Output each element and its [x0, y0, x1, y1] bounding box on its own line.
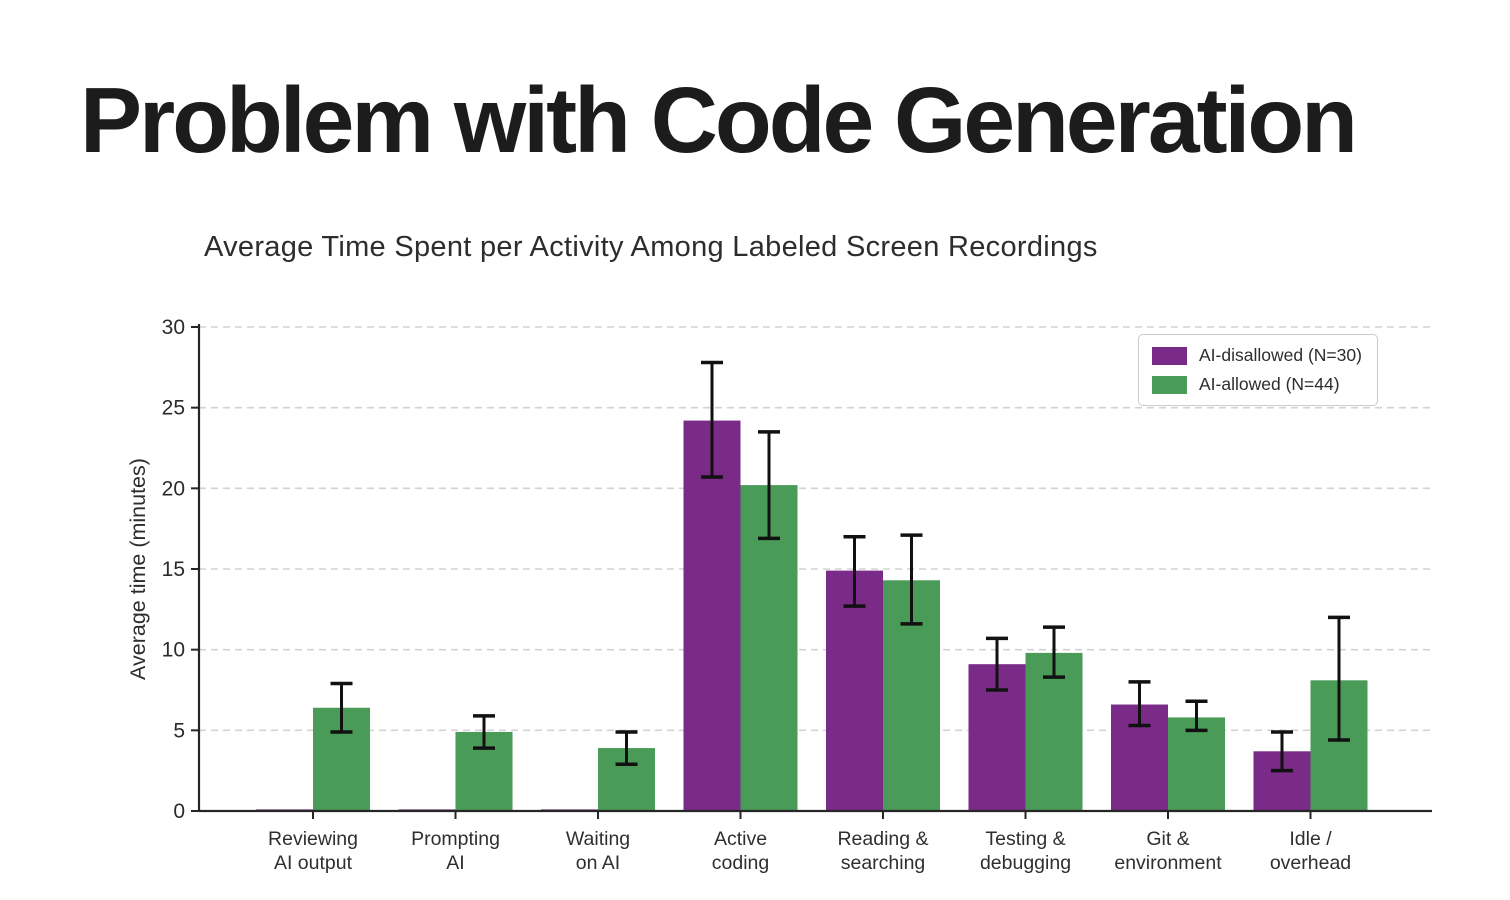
chart-title: Average Time Spent per Activity Among La…	[204, 231, 1098, 263]
x-category-label: Reading & searching	[837, 828, 928, 874]
bar-ai-allowed	[1025, 652, 1083, 811]
legend-item-ai-allowed: AI-allowed (N=44)	[1152, 374, 1362, 395]
legend-swatch-ai-disallowed	[1152, 346, 1187, 365]
x-category-label: Git & environment	[1114, 828, 1222, 874]
legend-label-ai-disallowed: AI-disallowed (N=30)	[1199, 345, 1362, 365]
y-axis-title: Average time (minutes)	[126, 458, 150, 680]
y-tick-label: 10	[162, 639, 185, 662]
x-category-label: Active coding	[712, 828, 769, 874]
slide-title: Problem with Code Generation	[80, 68, 1358, 172]
bar-ai-allowed	[1168, 717, 1225, 811]
x-category-label: Reviewing AI output	[268, 828, 358, 874]
bar-ai-disallowed	[826, 570, 883, 811]
x-category-label: Testing & debugging	[980, 828, 1071, 874]
legend-item-ai-disallowed: AI-disallowed (N=30)	[1152, 345, 1362, 366]
y-tick-label: 30	[162, 316, 185, 339]
y-tick-label: 0	[173, 800, 185, 823]
y-tick-label: 25	[162, 397, 185, 420]
legend-label-ai-allowed: AI-allowed (N=44)	[1199, 374, 1340, 394]
legend-swatch-ai-allowed	[1152, 375, 1187, 394]
x-category-label: Waiting on AI	[566, 828, 630, 874]
legend: AI-disallowed (N=30) AI-allowed (N=44)	[1138, 334, 1378, 406]
y-tick-label: 5	[173, 719, 185, 742]
x-category-label: Prompting AI	[411, 828, 500, 874]
y-tick-label: 20	[162, 477, 185, 500]
bar-ai-disallowed	[683, 420, 741, 811]
x-category-label: Idle / overhead	[1270, 828, 1351, 874]
y-tick-label: 15	[162, 558, 185, 581]
